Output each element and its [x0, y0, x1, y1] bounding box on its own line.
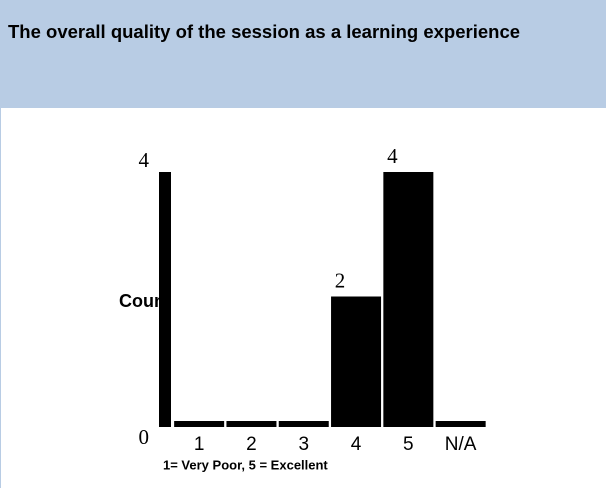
chart: Count 1= Very Poor, 5 = Excellent 0 4 1 2 3 4…	[0, 108, 486, 488]
x-tick-label: 1	[194, 434, 205, 455]
x-tick-label: N/A	[445, 434, 477, 455]
bar	[226, 421, 277, 427]
bar	[331, 296, 382, 427]
data-label: 4	[387, 144, 398, 168]
header: The overall quality of the session as a …	[0, 0, 606, 108]
x-tick-label: 3	[298, 434, 309, 455]
y-tick-label: 4	[139, 148, 150, 172]
bar	[435, 421, 486, 427]
x-axis-label: 1= Very Poor, 5 = Excellent	[163, 457, 328, 472]
y-axis	[159, 172, 171, 427]
data-label: 2	[335, 268, 346, 292]
y-tick-label: 0	[139, 425, 150, 449]
x-tick-label: 4	[351, 434, 362, 455]
bar	[278, 421, 329, 427]
x-tick-label: 2	[246, 434, 257, 455]
x-tick-label: 5	[403, 434, 414, 455]
bar	[383, 172, 434, 427]
bar	[174, 421, 225, 427]
y-axis-label: Count	[119, 291, 171, 311]
chart-title: The overall quality of the session as a …	[8, 21, 521, 42]
